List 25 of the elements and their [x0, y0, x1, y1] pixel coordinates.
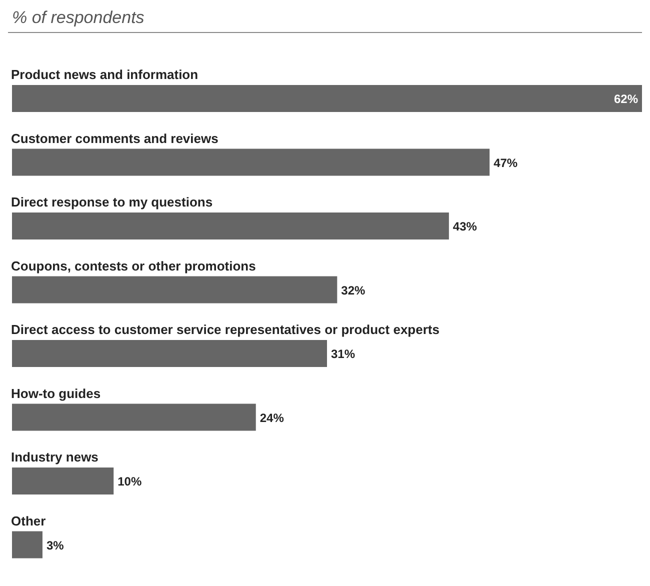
bar — [12, 340, 327, 367]
bar — [12, 531, 42, 558]
data-label: 43% — [452, 220, 478, 234]
chart-title: % of respondents — [8, 8, 642, 33]
bar — [12, 212, 449, 240]
data-label: 32% — [341, 283, 366, 298]
data-label: 10% — [118, 474, 142, 488]
data-label: 31% — [331, 347, 356, 361]
data-label: 62% — [614, 92, 638, 106]
data-label: 24% — [260, 410, 284, 425]
y-tick-label: Direct response to my questions — [11, 194, 213, 210]
bar — [12, 404, 256, 431]
data-label: 47% — [494, 156, 518, 170]
y-tick-label: Direct access to customer service representatives or product experts — [11, 322, 440, 337]
y-tick-label: Other — [11, 513, 46, 528]
data-label: 3% — [46, 538, 64, 552]
y-tick-label: Customer comments and reviews — [11, 130, 218, 146]
bar — [12, 276, 338, 304]
y-tick-label: How-to guides — [11, 386, 101, 401]
y-tick-label: Industry news — [11, 450, 98, 464]
y-tick-label: Product news and information — [11, 67, 198, 82]
y-tick-label: Coupons, contests or other promotions — [11, 258, 256, 274]
bar — [12, 148, 490, 176]
bar — [12, 468, 114, 494]
bar — [12, 85, 642, 112]
